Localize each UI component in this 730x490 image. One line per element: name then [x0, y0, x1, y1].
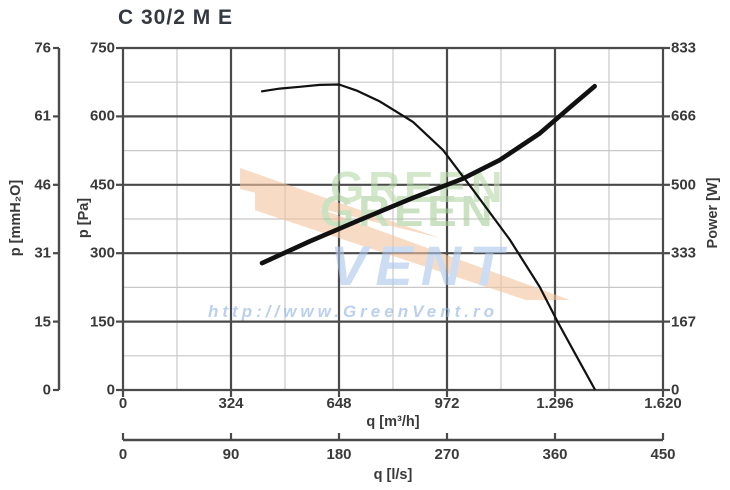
tick-label-ls: 90 — [222, 446, 240, 463]
tick-label-ls: 180 — [326, 446, 352, 463]
tick-label-ls: 360 — [542, 446, 568, 463]
axis-label-m3h: q [m³/h] — [366, 414, 420, 430]
tick-label-power: 333 — [671, 244, 697, 262]
tick-label-pa: 450 — [89, 176, 115, 194]
tick-label-power: 666 — [671, 107, 697, 125]
watermark-url: http://www.GreenVent.ro — [208, 302, 499, 321]
tick-label-m3h: 324 — [218, 395, 244, 412]
axis-label-mmh2o: p [mmH₂O] — [8, 179, 24, 257]
tick-label-pa: 600 — [89, 107, 115, 125]
tick-label-pa: 300 — [89, 244, 115, 262]
axis-label-pa: p [Pa] — [76, 197, 92, 239]
tick-label-mmh2o: 76 — [34, 39, 51, 57]
power-curve — [259, 83, 598, 266]
pressure-curve — [260, 83, 596, 391]
watermark-text-vent: VENT — [330, 234, 512, 297]
tick-label-power: 0 — [671, 381, 680, 399]
tick-label-m3h: 972 — [434, 395, 460, 412]
tick-label-m3h: 1.620 — [644, 395, 682, 412]
tick-label-ls: 0 — [118, 446, 128, 463]
tick-label-ls: 270 — [434, 446, 460, 463]
axis-label-power: Power [W] — [705, 177, 721, 249]
tick-label-mmh2o: 46 — [34, 176, 51, 194]
axis-label-ls: q [l/s] — [373, 467, 413, 483]
tick-label-m3h: 648 — [326, 395, 352, 412]
tick-label-power: 833 — [671, 39, 697, 57]
tick-label-mmh2o: 15 — [34, 313, 51, 331]
tick-label-m3h: 0 — [118, 395, 128, 412]
tick-label-pa: 750 — [89, 39, 115, 57]
tick-label-mmh2o: 0 — [42, 381, 51, 399]
tick-label-pa: 0 — [106, 381, 115, 399]
tick-label-pa: 150 — [89, 313, 115, 331]
tick-label-power: 500 — [671, 176, 697, 194]
tick-label-m3h: 1.296 — [536, 395, 574, 412]
tick-label-ls: 450 — [650, 446, 676, 463]
tick-label-mmh2o: 61 — [34, 107, 51, 125]
tick-label-mmh2o: 31 — [34, 244, 51, 262]
tick-label-power: 167 — [671, 313, 697, 331]
page-title: C 30/2 M E — [118, 6, 234, 29]
